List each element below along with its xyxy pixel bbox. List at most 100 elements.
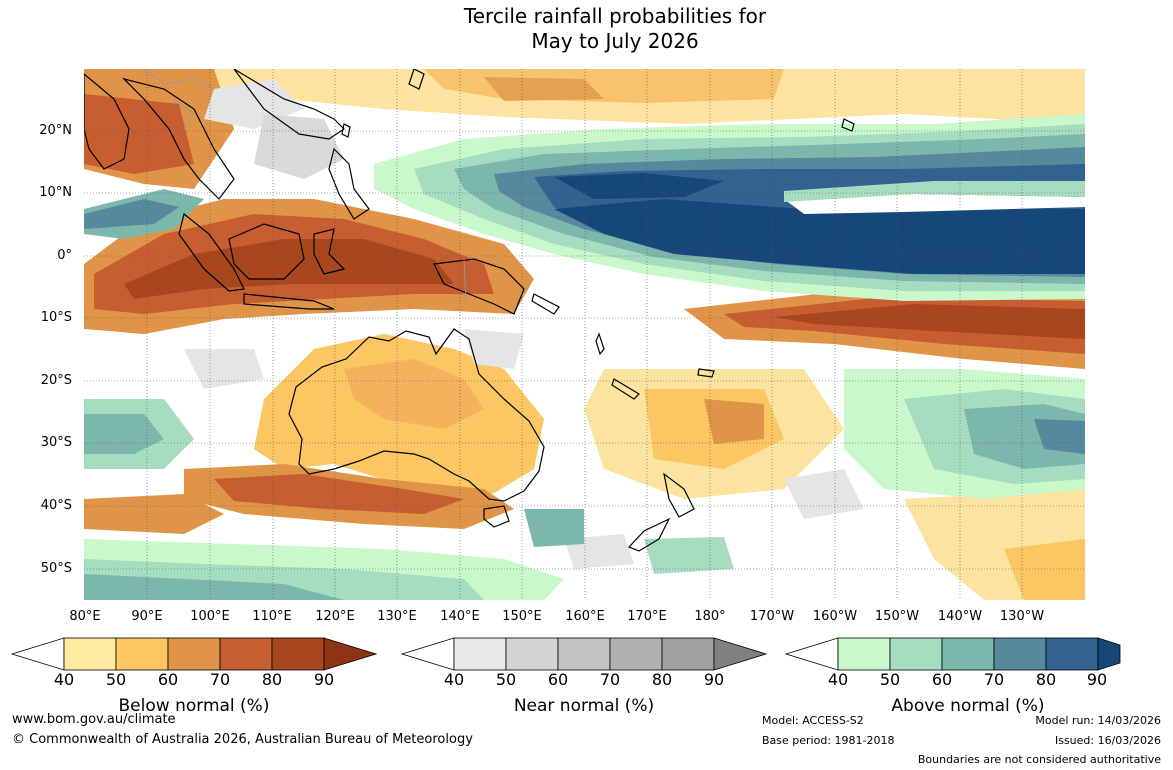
swatch-above-lt40 — [784, 637, 839, 671]
near-tick-50: 50 — [495, 670, 517, 689]
swatch-near-70-80 — [609, 637, 663, 671]
below-tick-40: 40 — [53, 670, 75, 689]
below-tick-60: 60 — [157, 670, 179, 689]
lon-label-160w: 160°W — [812, 609, 858, 624]
coastlines — [84, 69, 855, 552]
coast-new-zealand-south — [627, 517, 671, 552]
above-tick-90: 90 — [1086, 670, 1108, 689]
swatch-above-40-50 — [837, 637, 891, 671]
above-tick-40: 40 — [827, 670, 849, 689]
swatch-below-60-70 — [167, 637, 221, 671]
below-normal-title: Below normal (%) — [118, 696, 270, 716]
colorbar-below-normal — [10, 637, 378, 671]
swatch-below-gt90 — [323, 637, 378, 671]
swatch-near-50-60 — [505, 637, 559, 671]
below-tick-50: 50 — [105, 670, 127, 689]
lon-label-150w: 150°W — [874, 609, 920, 624]
lat-label-equator: 0° — [57, 248, 72, 263]
below-tick-70: 70 — [209, 670, 231, 689]
lon-label-80e: 80°E — [69, 609, 101, 624]
near-tick-40: 40 — [443, 670, 465, 689]
swatch-above-gt90 — [1097, 637, 1121, 671]
gridlines — [84, 69, 1085, 600]
lon-label-130w: 130°W — [999, 609, 1045, 624]
coast-australia — [288, 328, 545, 502]
below-tick-80: 80 — [261, 670, 283, 689]
map-canvas — [84, 69, 1085, 600]
swatch-below-70-80 — [219, 637, 273, 671]
near-tick-80: 80 — [651, 670, 673, 689]
coast-java — [243, 293, 335, 310]
coast-new-caledonia — [611, 378, 640, 400]
lon-label-120e: 120°E — [315, 609, 355, 624]
lon-label-140w: 140°W — [937, 609, 983, 624]
lon-label-130e: 130°E — [377, 609, 417, 624]
near-tick-90: 90 — [703, 670, 725, 689]
colorbar-near-normal-swatches — [400, 637, 768, 671]
swatch-below-50-60 — [115, 637, 169, 671]
coast-china — [233, 69, 345, 140]
model-name: Model: ACCESS-S2 — [762, 714, 864, 727]
swatch-near-gt90 — [713, 637, 768, 671]
swatch-below-lt40 — [10, 637, 65, 671]
lat-label-50s: 50°S — [40, 561, 72, 576]
swatch-above-60-70 — [941, 637, 995, 671]
above-tick-50: 50 — [879, 670, 901, 689]
swatch-above-80-90 — [1045, 637, 1099, 671]
lon-label-150e: 150°E — [502, 609, 542, 624]
above-normal-title: Above normal (%) — [891, 696, 1045, 716]
lon-label-140e: 140°E — [440, 609, 480, 624]
lon-label-170w: 170°W — [749, 609, 795, 624]
colorbar-above-normal-swatches — [784, 637, 1121, 671]
coast-sulawesi — [313, 228, 346, 275]
near-tick-70: 70 — [599, 670, 621, 689]
swatch-near-80-90 — [661, 637, 715, 671]
lat-label-20s: 20°S — [40, 373, 72, 388]
lon-label-90e: 90°E — [131, 609, 163, 624]
colorbar-near-normal — [400, 637, 768, 671]
above-tick-60: 60 — [931, 670, 953, 689]
lat-label-40s: 40°S — [40, 498, 72, 513]
coast-india — [84, 73, 130, 170]
bom-url-link[interactable]: www.bom.gov.au/climate — [12, 712, 176, 727]
above-tick-70: 70 — [983, 670, 1005, 689]
swatch-above-50-60 — [889, 637, 943, 671]
coast-new-zealand-north — [663, 472, 695, 518]
lon-label-170e: 170°E — [627, 609, 667, 624]
map-title: Tercile rainfall probabilities for May t… — [0, 4, 1173, 54]
lon-label-160e: 160°E — [565, 609, 605, 624]
swatch-below-40-50 — [63, 637, 117, 671]
lat-label-10n: 10°N — [39, 185, 72, 200]
coast-borneo — [228, 223, 305, 280]
above-tick-80: 80 — [1035, 670, 1057, 689]
title-line-2: May to July 2026 — [531, 29, 699, 53]
lon-label-100e: 100°E — [190, 609, 230, 624]
rainfall-probability-map — [84, 69, 1085, 600]
country-borders — [143, 69, 467, 305]
lon-label-180: 180° — [694, 609, 726, 624]
colorbar-above-normal — [784, 637, 1150, 671]
below-tick-90: 90 — [313, 670, 335, 689]
boundaries-disclaimer: Boundaries are not considered authoritat… — [917, 753, 1161, 766]
lat-label-20n: 20°N — [39, 123, 72, 138]
coast-vanuatu — [595, 332, 605, 356]
title-line-1: Tercile rainfall probabilities for — [463, 4, 767, 28]
swatch-above-70-80 — [993, 637, 1047, 671]
lat-label-10s: 10°S — [40, 310, 72, 325]
issued-date: Issued: 16/03/2026 — [1054, 734, 1161, 747]
copyright-text: © Commonwealth of Australia 2026, Austra… — [12, 732, 473, 747]
model-run-date: Model run: 14/03/2026 — [1035, 714, 1161, 727]
coast-tasmania — [483, 505, 510, 528]
swatch-near-40-50 — [453, 637, 507, 671]
lon-label-110e: 110°E — [252, 609, 292, 624]
coast-sumatra — [178, 212, 245, 292]
coast-taiwan — [341, 123, 351, 138]
coast-indochina — [122, 77, 235, 200]
coast-new-guinea — [433, 258, 525, 315]
base-period: Base period: 1981-2018 — [762, 734, 895, 747]
coast-fiji — [697, 368, 715, 378]
coast-japan — [408, 69, 425, 90]
near-normal-title: Near normal (%) — [513, 696, 655, 716]
swatch-below-80-90 — [271, 637, 325, 671]
near-tick-60: 60 — [547, 670, 569, 689]
